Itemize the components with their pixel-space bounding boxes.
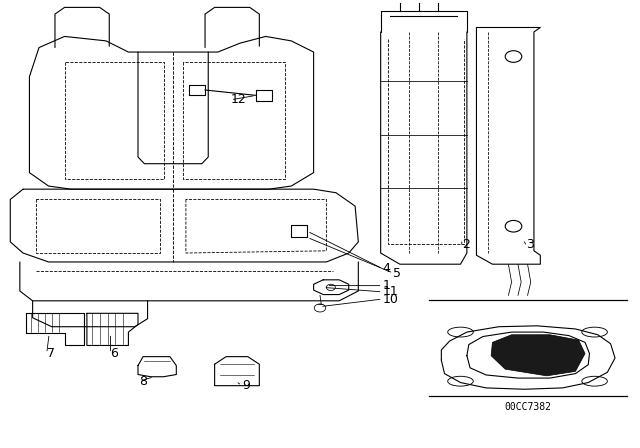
Text: 4: 4 [383, 262, 390, 275]
Text: 2: 2 [462, 237, 470, 250]
Text: 8: 8 [140, 375, 147, 388]
Text: 1: 1 [383, 279, 390, 292]
Text: 12: 12 [230, 93, 246, 106]
Text: 6: 6 [111, 347, 118, 360]
Text: 3: 3 [525, 237, 534, 250]
Text: 00CC7382: 00CC7382 [504, 402, 551, 412]
Text: 10: 10 [383, 293, 399, 306]
Text: 7: 7 [47, 347, 54, 360]
Polygon shape [491, 335, 585, 376]
Text: 5: 5 [394, 267, 401, 280]
Text: 9: 9 [242, 379, 250, 392]
Text: 11: 11 [383, 285, 398, 298]
